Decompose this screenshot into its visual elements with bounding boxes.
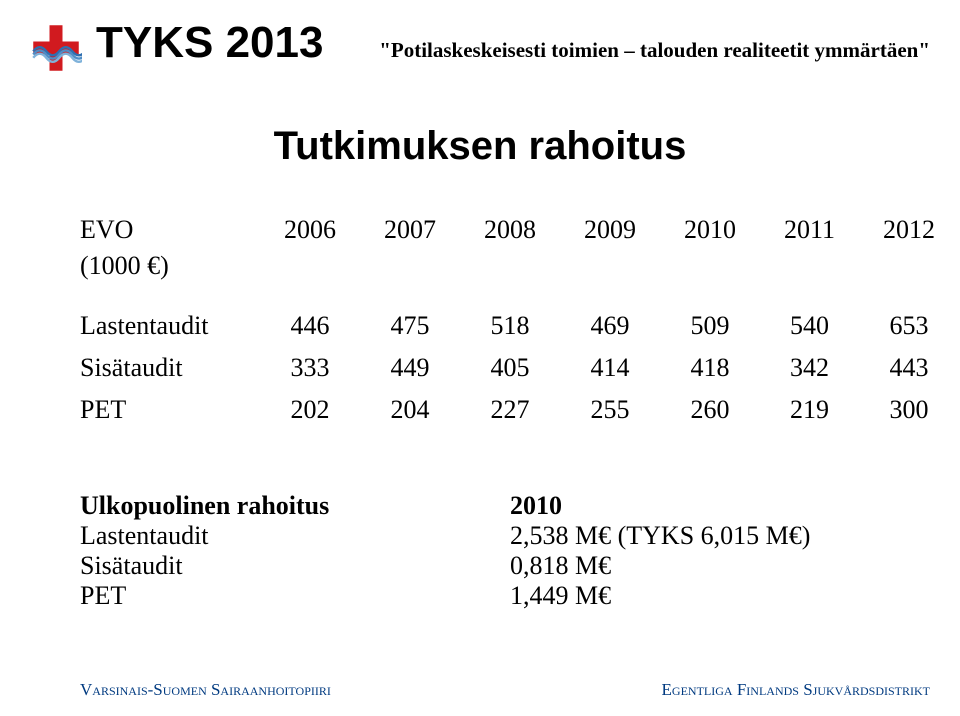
funding-table: EVO 2006 2007 2008 2009 2010 2011 2012 (… (80, 209, 959, 431)
external-funding-row: PET 1,449 M€ (80, 581, 880, 611)
row-name: Lastentaudit (80, 305, 260, 347)
cell: 518 (460, 305, 560, 347)
header-text: TYKS 2013 "Potilaskeskeisesti toimien – … (96, 18, 930, 68)
cell: 333 (260, 347, 360, 389)
footer-left: Varsinais-Suomen Sairaanhoitopiiri (80, 680, 331, 700)
external-funding: Ulkopuolinen rahoitus 2010 Lastentaudit … (0, 491, 960, 611)
external-funding-row: Lastentaudit 2,538 M€ (TYKS 6,015 M€) (80, 521, 880, 551)
funding-row-label: Lastentaudit (80, 521, 510, 551)
footer: Varsinais-Suomen Sairaanhoitopiiri Egent… (0, 680, 960, 700)
cell: 300 (859, 389, 959, 431)
cell: 227 (460, 389, 560, 431)
row-name: PET (80, 389, 260, 431)
funding-table-wrap: EVO 2006 2007 2008 2009 2010 2011 2012 (… (0, 209, 960, 431)
row-header-label: EVO (80, 209, 260, 251)
external-funding-label: Ulkopuolinen rahoitus (80, 491, 510, 521)
row-name: Sisätaudit (80, 347, 260, 389)
table-unit-row: (1000 €) (80, 251, 959, 305)
cell: 475 (360, 305, 460, 347)
funding-row-value: 1,449 M€ (510, 581, 611, 611)
cell: 418 (660, 347, 760, 389)
cell: 449 (360, 347, 460, 389)
year-col: 2006 (260, 209, 360, 251)
cell: 653 (859, 305, 959, 347)
page-title: Tutkimuksen rahoitus (0, 124, 960, 169)
cell: 469 (560, 305, 660, 347)
funding-row-value: 2,538 M€ (TYKS 6,015 M€) (510, 521, 810, 551)
year-col: 2012 (859, 209, 959, 251)
cell: 342 (760, 347, 859, 389)
cell: 219 (760, 389, 859, 431)
cell: 414 (560, 347, 660, 389)
header: TYKS 2013 "Potilaskeskeisesti toimien – … (0, 0, 960, 74)
table-header-row: EVO 2006 2007 2008 2009 2010 2011 2012 (80, 209, 959, 251)
cell: 509 (660, 305, 760, 347)
cell: 540 (760, 305, 859, 347)
cell: 204 (360, 389, 460, 431)
cell: 405 (460, 347, 560, 389)
brand: TYKS 2013 (96, 18, 323, 68)
cell: 202 (260, 389, 360, 431)
year-col: 2010 (660, 209, 760, 251)
year-col: 2007 (360, 209, 460, 251)
footer-right: Egentliga Finlands Sjukvårdsdistrikt (662, 680, 930, 700)
funding-row-value: 0,818 M€ (510, 551, 611, 581)
external-funding-row: Sisätaudit 0,818 M€ (80, 551, 880, 581)
year-col: 2011 (760, 209, 859, 251)
cell: 255 (560, 389, 660, 431)
year-col: 2008 (460, 209, 560, 251)
external-funding-year: 2010 (510, 491, 562, 521)
external-funding-title: Ulkopuolinen rahoitus 2010 (80, 491, 880, 521)
cell: 443 (859, 347, 959, 389)
table-row: PET 202 204 227 255 260 219 300 (80, 389, 959, 431)
table-row: Lastentaudit 446 475 518 469 509 540 653 (80, 305, 959, 347)
table-row: Sisätaudit 333 449 405 414 418 342 443 (80, 347, 959, 389)
cell: 260 (660, 389, 760, 431)
tagline: "Potilaskeskeisesti toimien – talouden r… (379, 28, 930, 63)
funding-row-label: PET (80, 581, 510, 611)
unit-label: (1000 €) (80, 251, 260, 305)
cell: 446 (260, 305, 360, 347)
logo (30, 22, 82, 74)
funding-row-label: Sisätaudit (80, 551, 510, 581)
year-col: 2009 (560, 209, 660, 251)
